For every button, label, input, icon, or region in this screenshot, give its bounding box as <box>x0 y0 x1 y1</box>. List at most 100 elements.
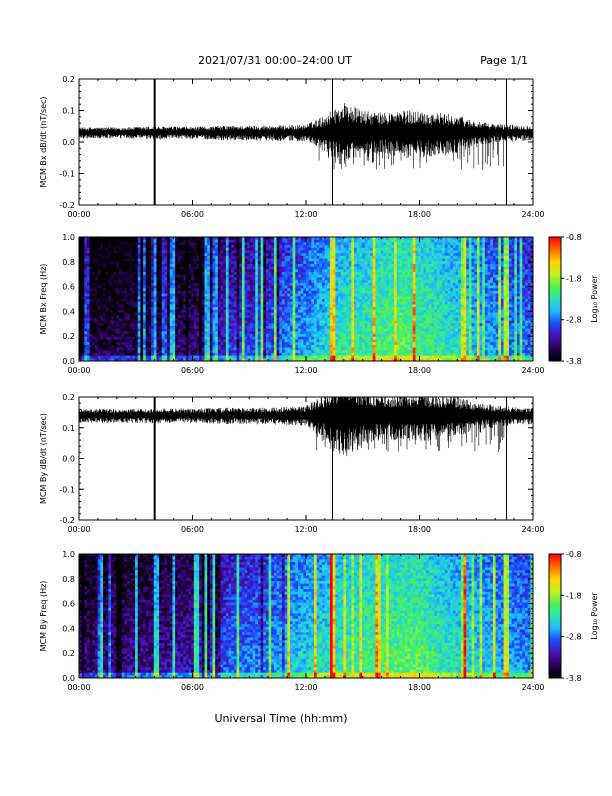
spectrogram-cell <box>269 259 272 262</box>
spectrogram-cell <box>154 329 157 332</box>
spectrogram-cell <box>106 356 109 359</box>
spectrogram-cell <box>172 302 175 305</box>
spectrogram-cell <box>202 264 205 267</box>
x-tick-label: 12:00 <box>294 210 317 219</box>
spectrogram-cell <box>191 269 194 272</box>
spectrogram-cell <box>287 272 290 275</box>
spectrogram-cell <box>119 275 122 278</box>
spectrogram-cell <box>330 242 333 245</box>
spectrogram-cell <box>124 242 127 245</box>
spectrogram-cell <box>247 329 250 332</box>
spectrogram-cell <box>127 345 130 348</box>
spectrogram-cell <box>226 331 229 334</box>
spectrogram-cell <box>258 291 261 294</box>
spectrogram-cell <box>130 312 133 315</box>
spectrogram-cell <box>325 331 328 334</box>
spectrogram-cell <box>301 331 304 334</box>
spectrogram-cell <box>290 253 293 256</box>
spectrogram-cell <box>194 339 197 342</box>
spectrogram-cell <box>87 323 90 326</box>
spectrogram-cell <box>282 310 285 313</box>
spectrogram-cell <box>295 342 298 345</box>
spectrogram-cell <box>333 253 336 256</box>
spectrogram-cell <box>100 242 103 245</box>
spectrogram-cell <box>188 321 191 324</box>
spectrogram-cell <box>290 299 293 302</box>
spectrogram-cell <box>309 253 312 256</box>
spectrogram-cell <box>245 294 248 297</box>
spectrogram-cell <box>293 304 296 307</box>
spectrogram-cell <box>239 283 242 286</box>
spectrogram-cell <box>87 342 90 345</box>
spectrogram-cell <box>154 272 157 275</box>
spectrogram-cell <box>111 280 114 283</box>
spectrogram-cell <box>354 253 357 256</box>
spectrogram-cell <box>119 291 122 294</box>
spectrogram-cell <box>298 259 301 262</box>
spectrogram-cell <box>218 310 221 313</box>
spectrogram-cell <box>338 272 341 275</box>
spectrogram-cell <box>327 294 330 297</box>
spectrogram-cell <box>108 334 111 337</box>
spectrogram-cell <box>132 283 135 286</box>
spectrogram-cell <box>213 242 216 245</box>
spectrogram-cell <box>207 326 210 329</box>
spectrogram-cell <box>151 339 154 342</box>
spectrogram-cell <box>191 272 194 275</box>
spectrogram-cell <box>349 315 352 318</box>
spectrogram-cell <box>309 329 312 332</box>
spectrogram-cell <box>295 283 298 286</box>
spectrogram-cell <box>82 337 85 340</box>
spectrogram-cell <box>245 353 248 356</box>
spectrogram-cell <box>159 296 162 299</box>
spectrogram-cell <box>180 253 183 256</box>
spectrogram-cell <box>298 321 301 324</box>
spectrogram-cell <box>301 275 304 278</box>
spectrogram-cell <box>122 248 125 251</box>
spectrogram-cell <box>322 283 325 286</box>
spectrogram-cell <box>338 348 341 351</box>
spectrogram-cell <box>186 296 189 299</box>
spectrogram-cell <box>108 345 111 348</box>
spectrogram-cell <box>263 261 266 264</box>
spectrogram-cell <box>135 259 138 262</box>
spectrogram-cell <box>290 339 293 342</box>
spectrogram-cell <box>282 261 285 264</box>
spectrogram-cell <box>287 240 290 243</box>
spectrogram-cell <box>103 283 106 286</box>
spectrogram-cell <box>330 331 333 334</box>
spectrogram-cell <box>309 307 312 310</box>
spectrogram-cell <box>116 310 119 313</box>
spectrogram-cell <box>325 269 328 272</box>
spectrogram-cell <box>237 337 240 340</box>
spectrogram-cell <box>306 264 309 267</box>
spectrogram-cell <box>261 288 264 291</box>
spectrogram-cell <box>167 299 170 302</box>
spectrogram-cell <box>140 329 143 332</box>
spectrogram-cell <box>303 334 306 337</box>
spectrogram-cell <box>253 331 256 334</box>
spectrogram-cell <box>175 323 178 326</box>
spectrogram-cell <box>333 296 336 299</box>
spectrogram-cell <box>114 259 117 262</box>
spectrogram-cell <box>103 329 106 332</box>
spectrogram-cell <box>287 280 290 283</box>
spectrogram-cell <box>210 275 213 278</box>
spectrogram-cell <box>202 326 205 329</box>
spectrogram-cell <box>250 267 253 270</box>
spectrogram-cell <box>338 302 341 305</box>
spectrogram-cell <box>253 277 256 280</box>
spectrogram-cell <box>213 323 216 326</box>
spectrogram-cell <box>114 329 117 332</box>
spectrogram-cell <box>229 315 232 318</box>
spectrogram-cell <box>338 280 341 283</box>
spectrogram-cell <box>95 250 98 253</box>
spectrogram-cell <box>245 323 248 326</box>
spectrogram-cell <box>92 294 95 297</box>
spectrogram-cell <box>303 277 306 280</box>
spectrogram-cell <box>122 272 125 275</box>
spectrogram-cell <box>215 242 218 245</box>
spectrogram-cell <box>261 261 264 264</box>
spectrogram-cell <box>269 342 272 345</box>
spectrogram-cell <box>186 315 189 318</box>
